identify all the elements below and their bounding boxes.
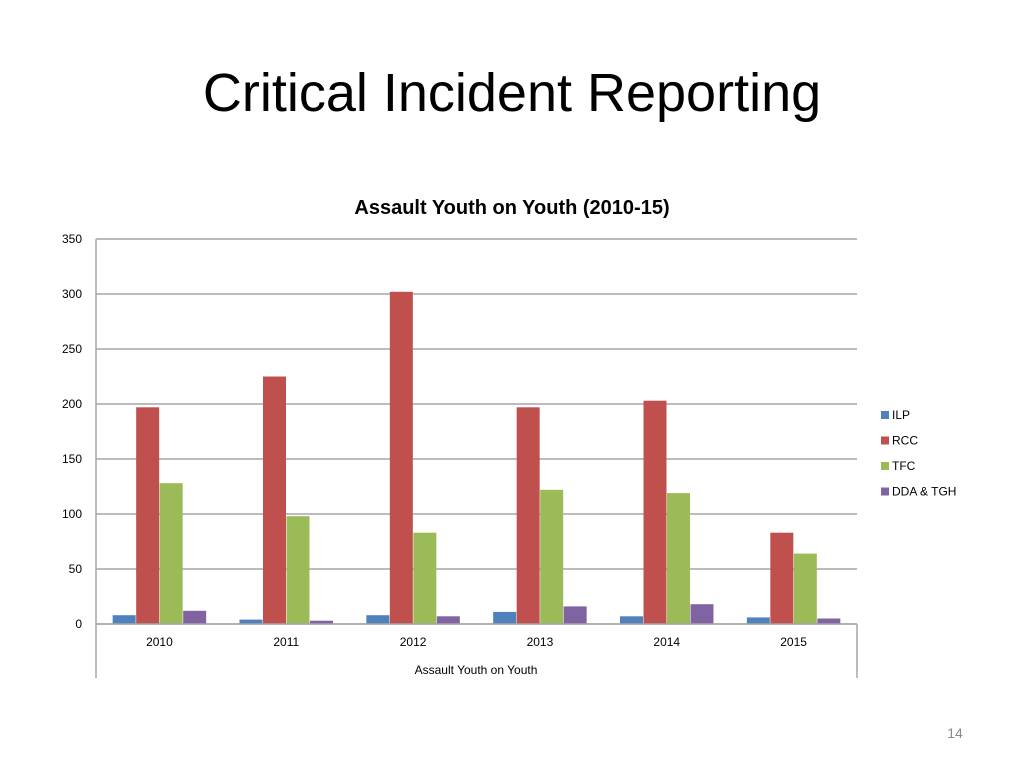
bar-rcc-2012 — [389, 291, 413, 624]
bar-tfc-2012 — [413, 532, 437, 624]
bar-rcc-2014 — [643, 400, 667, 624]
gridlines — [96, 238, 857, 625]
x-tick-label: 2015 — [780, 635, 807, 649]
bars — [112, 291, 841, 624]
bar-dda-tgh-2013 — [563, 606, 587, 624]
plot-frame — [95, 239, 858, 678]
legend-swatch — [881, 487, 889, 496]
x-axis-ticks: 2010 2011 2012 2013 2014 2015 — [146, 635, 807, 649]
y-tick-label: 100 — [62, 507, 82, 521]
bar-tfc-2013 — [540, 489, 564, 624]
x-tick-label: 2012 — [400, 635, 427, 649]
bar-ilp-2011 — [239, 619, 263, 624]
legend-swatch — [881, 436, 889, 445]
bar-rcc-2013 — [516, 407, 540, 624]
x-tick-label: 2014 — [653, 635, 680, 649]
legend-swatch — [881, 411, 889, 419]
bar-rcc-2010 — [136, 407, 160, 624]
bar-tfc-2014 — [667, 493, 690, 624]
y-tick-label: 0 — [75, 617, 82, 631]
legend-label: RCC — [892, 434, 918, 448]
y-tick-label: 300 — [62, 287, 82, 301]
y-tick-label: 150 — [62, 452, 82, 466]
legend-label: ILP — [892, 408, 910, 422]
bar-dda-tgh-2010 — [183, 610, 207, 624]
bar-ilp-2015 — [746, 617, 770, 624]
y-tick-label: 350 — [62, 232, 82, 246]
bar-ilp-2010 — [112, 615, 136, 624]
legend-label: DDA & TGH — [892, 485, 956, 499]
y-tick-label: 250 — [62, 342, 82, 356]
legend-label: TFC — [892, 459, 916, 473]
x-axis-label: Assault Youth on Youth — [415, 663, 538, 677]
y-axis-ticks: 0 50 100 150 200 250 300 350 — [62, 232, 82, 631]
bar-dda-tgh-2011 — [310, 620, 333, 624]
y-tick-label: 200 — [62, 397, 82, 411]
x-tick-label: 2011 — [273, 635, 299, 649]
bar-ilp-2013 — [493, 611, 517, 624]
chart-title: Assault Youth on Youth (2010-15) — [354, 197, 669, 219]
bar-tfc-2010 — [159, 483, 183, 624]
bar-dda-tgh-2014 — [690, 604, 714, 624]
x-tick-label: 2013 — [527, 635, 554, 649]
x-tick-label: 2010 — [146, 635, 173, 649]
bar-tfc-2011 — [286, 516, 310, 624]
legend-swatch — [881, 462, 889, 470]
slide-title: Critical Incident Reporting — [202, 63, 822, 123]
bar-rcc-2011 — [263, 376, 286, 624]
y-tick-label: 50 — [69, 562, 83, 576]
bar-rcc-2015 — [770, 532, 794, 624]
bar-dda-tgh-2012 — [436, 616, 460, 624]
slide-number: 14 — [947, 725, 963, 741]
bar-dda-tgh-2015 — [817, 618, 841, 624]
legend: ILP RCC TFC DDA & TGH — [881, 408, 956, 499]
bar-ilp-2014 — [620, 616, 643, 624]
bar-ilp-2012 — [366, 615, 390, 624]
bar-tfc-2015 — [793, 553, 817, 624]
